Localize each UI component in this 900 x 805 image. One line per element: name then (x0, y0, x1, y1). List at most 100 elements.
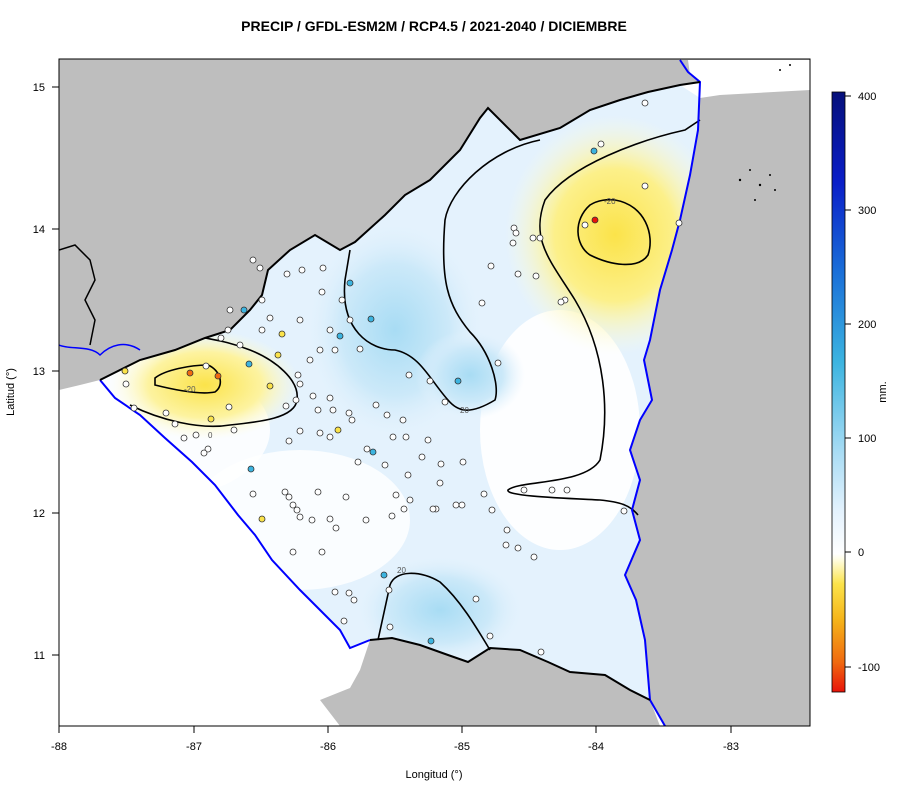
coastline-caribbean (623, 59, 702, 726)
coastline-pacific (99, 379, 371, 650)
station-marker (478, 299, 486, 307)
station-marker (509, 239, 517, 247)
station-marker (348, 416, 356, 424)
station-marker (258, 296, 266, 304)
x-axis-label: Longitud (°) (406, 769, 463, 781)
contour-label: 0 (208, 431, 213, 440)
x-tick-label: -87 (186, 741, 202, 753)
station-marker (192, 431, 200, 439)
station-marker (256, 264, 264, 272)
station-markers (121, 99, 683, 656)
station-marker (285, 493, 293, 501)
station-marker (207, 415, 215, 423)
station-marker (293, 506, 301, 514)
station-marker (326, 515, 334, 523)
station-marker (459, 458, 467, 466)
contour-zero-north (343, 139, 541, 411)
land-costa-rica (320, 638, 660, 726)
station-marker (230, 426, 238, 434)
station-marker (296, 513, 304, 521)
contour-label: 20 (397, 566, 406, 575)
station-marker (437, 460, 445, 468)
station-marker (402, 433, 410, 441)
station-marker (675, 219, 683, 227)
station-marker (285, 437, 293, 445)
colorbar-gradient (831, 91, 846, 693)
y-tick-label: 11 (34, 650, 45, 662)
station-marker (225, 403, 233, 411)
y-tick-label: 15 (33, 82, 45, 94)
station-marker (258, 326, 266, 334)
map-plot-area: -20 -20 20 20 0 (59, 59, 810, 726)
colorbar-tick-label: -100 (858, 662, 880, 674)
station-marker (345, 589, 353, 597)
station-marker (340, 617, 348, 625)
y-axis-label: Latitud (°) (5, 368, 17, 416)
station-marker (318, 288, 326, 296)
colorbar-unit-label: mm. (877, 381, 889, 402)
station-marker (289, 501, 297, 509)
station-marker (385, 586, 393, 594)
station-marker (346, 316, 354, 324)
station-marker (436, 479, 444, 487)
contour-minus20-ne (577, 198, 651, 266)
station-marker (480, 490, 488, 498)
station-marker (620, 507, 628, 515)
station-marker (308, 516, 316, 524)
station-marker (537, 648, 545, 656)
station-marker (392, 491, 400, 499)
station-marker (314, 488, 322, 496)
y-tick-label: 13 (33, 366, 45, 378)
station-marker (503, 526, 511, 534)
station-marker (334, 426, 342, 434)
map-title: PRECIP / GFDL-ESM2M / RCP4.5 / 2021-2040… (241, 18, 627, 34)
station-marker (214, 372, 222, 380)
station-marker (249, 490, 257, 498)
station-marker (121, 367, 129, 375)
station-marker (530, 553, 538, 561)
contour-minus20-w (154, 364, 222, 394)
station-marker (258, 515, 266, 523)
colorbar-tick-label: 400 (858, 91, 876, 103)
station-marker (557, 298, 565, 306)
station-marker (346, 279, 354, 287)
station-marker (641, 182, 649, 190)
x-tick-label: -88 (51, 741, 67, 753)
station-marker (441, 398, 449, 406)
station-marker (296, 427, 304, 435)
station-marker (426, 377, 434, 385)
station-marker (454, 377, 462, 385)
station-marker (289, 548, 297, 556)
station-marker (282, 402, 290, 410)
station-marker (405, 371, 413, 379)
station-marker (532, 272, 540, 280)
station-marker (186, 369, 194, 377)
station-marker (372, 401, 380, 409)
station-marker (316, 346, 324, 354)
station-marker (350, 596, 358, 604)
station-marker (318, 548, 326, 556)
station-marker (249, 256, 257, 264)
station-marker (226, 306, 234, 314)
station-marker (296, 380, 304, 388)
station-marker (641, 99, 649, 107)
station-marker (281, 488, 289, 496)
colorbar-tick-label: 100 (858, 433, 876, 445)
station-marker (514, 544, 522, 552)
station-marker (236, 341, 244, 349)
station-marker (204, 445, 212, 453)
station-marker (345, 409, 353, 417)
station-marker (130, 404, 138, 412)
station-marker (200, 449, 208, 457)
x-axis: -88 -87 -86 -85 -84 -83 Longitud (°) (51, 725, 810, 781)
station-marker (427, 637, 435, 645)
station-marker (247, 465, 255, 473)
station-marker (294, 371, 302, 379)
x-tick-label: -85 (454, 741, 470, 753)
station-marker (316, 429, 324, 437)
colorbar: -100 0 100 200 300 400 mm. (831, 91, 889, 693)
station-marker (389, 433, 397, 441)
station-marker (399, 416, 407, 424)
station-marker (486, 632, 494, 640)
station-marker (331, 588, 339, 596)
